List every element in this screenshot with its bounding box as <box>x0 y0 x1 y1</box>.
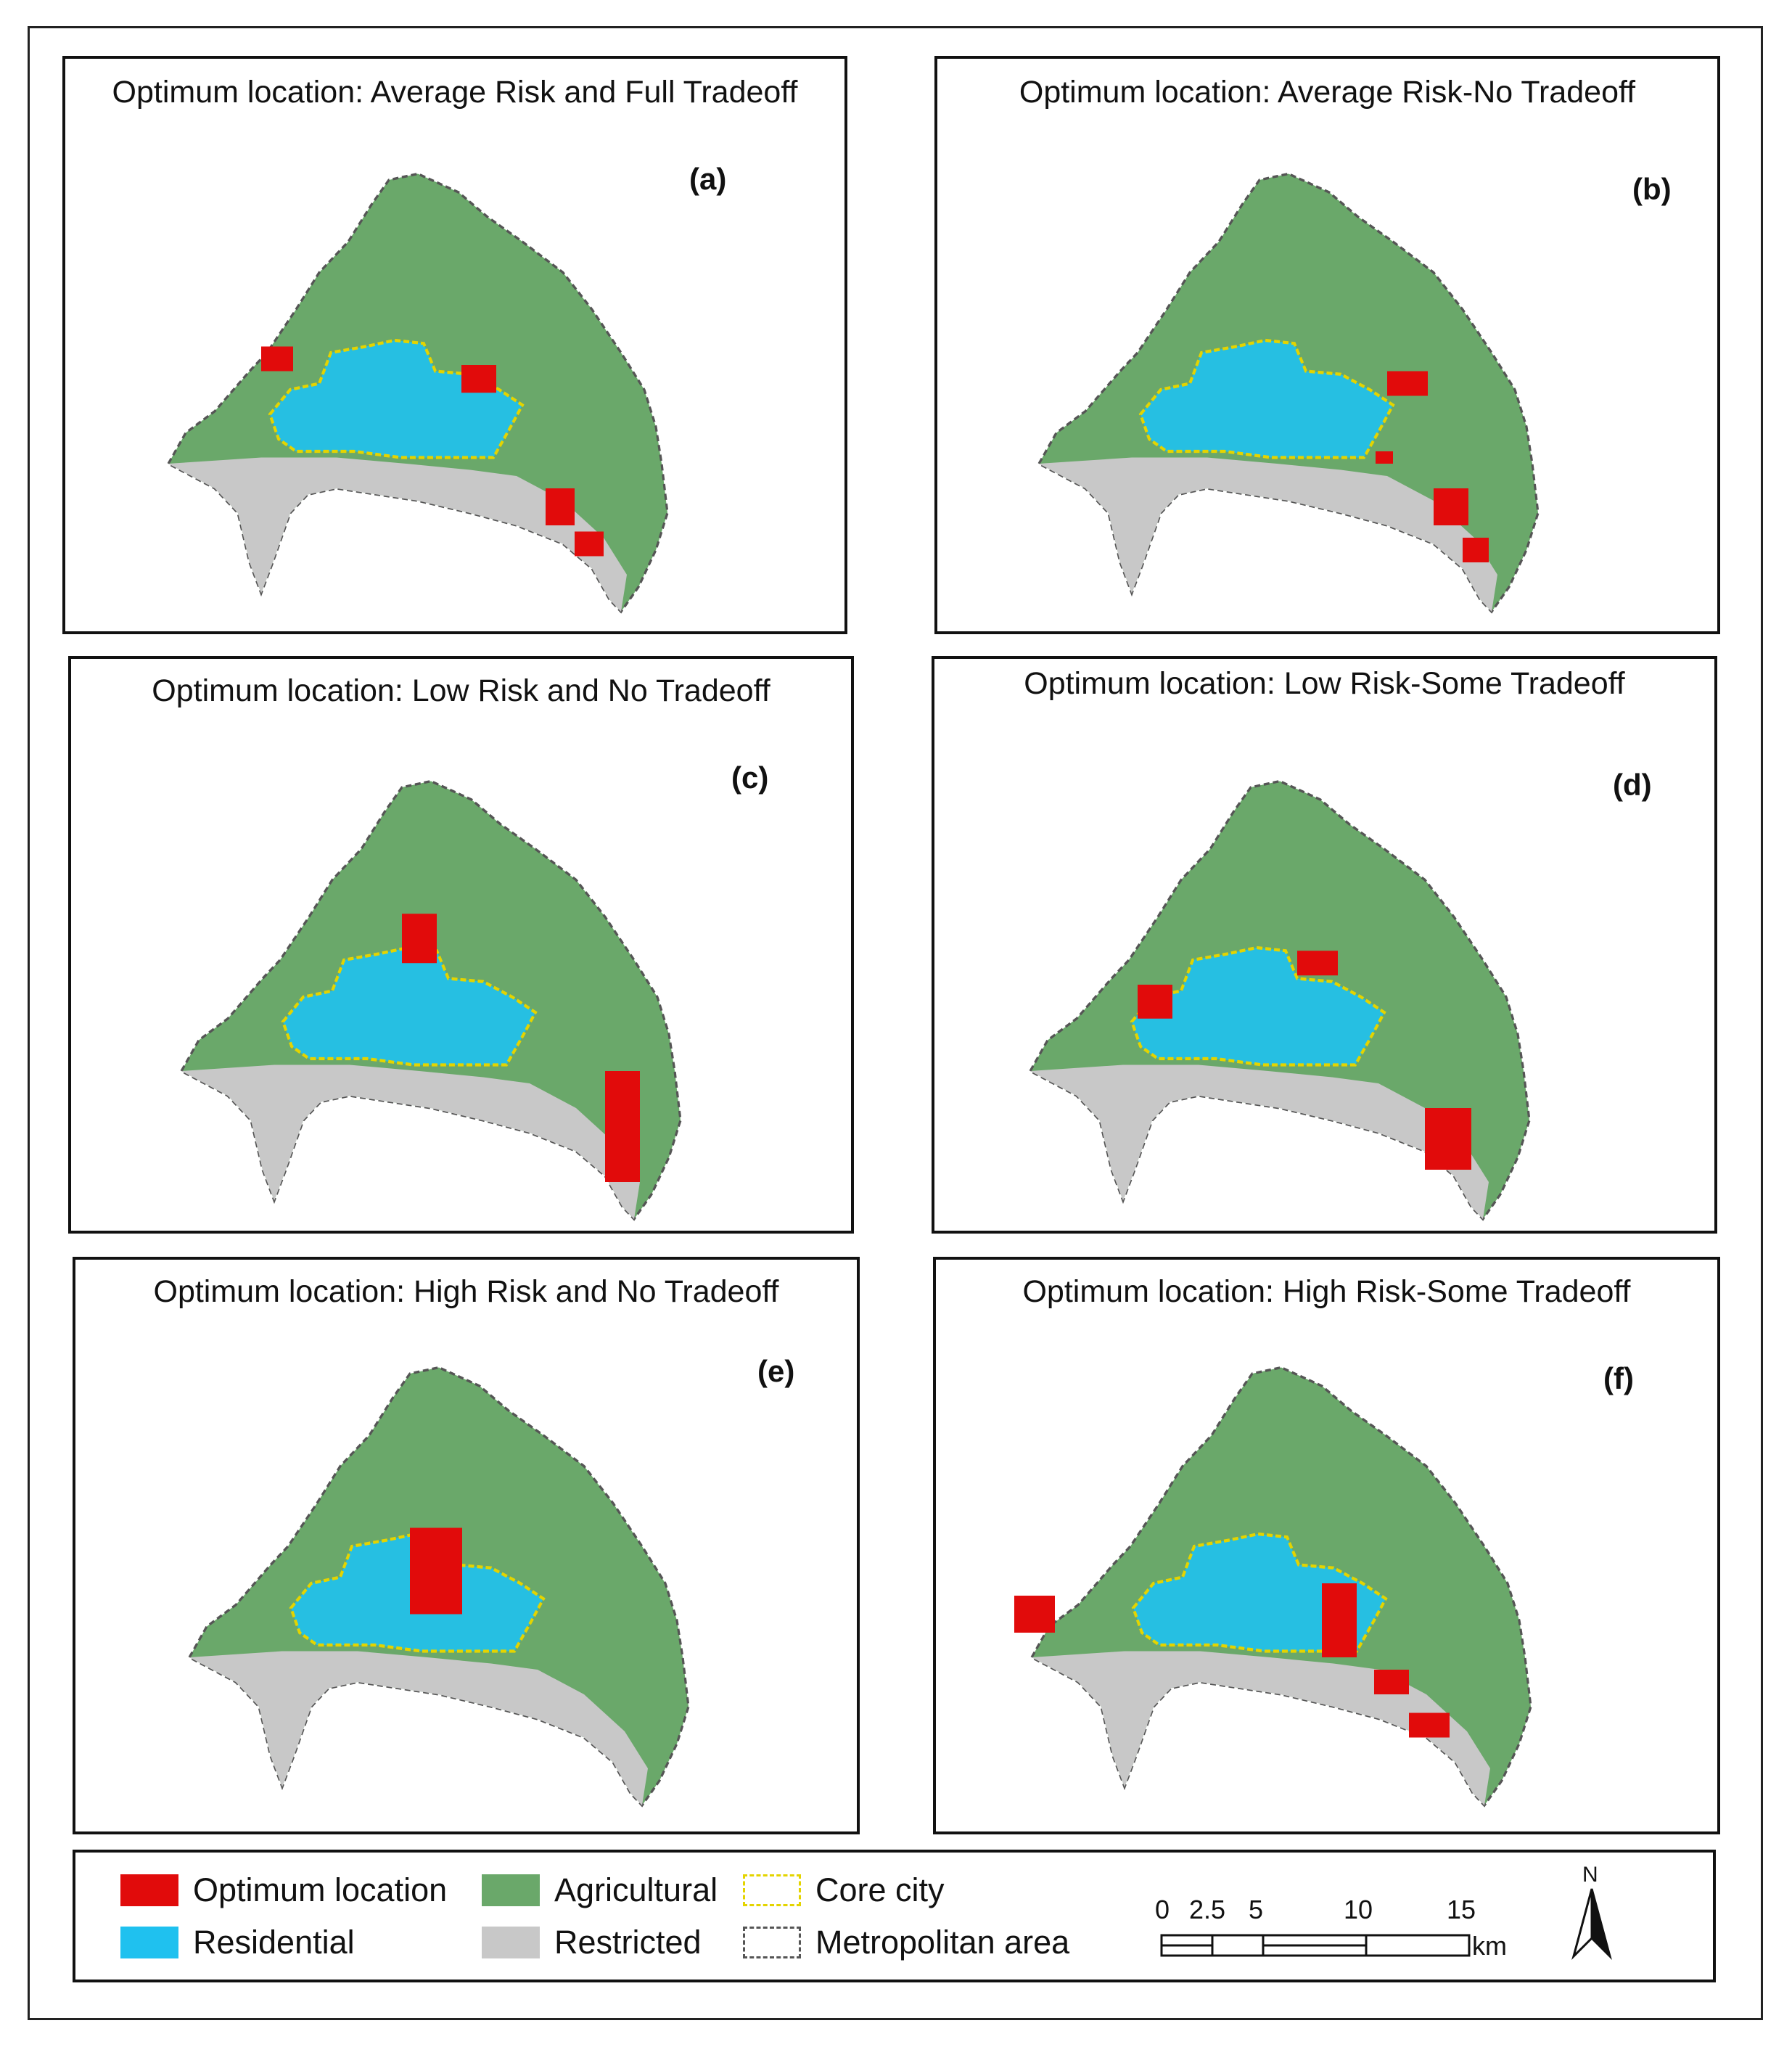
metro-map <box>187 1366 690 1808</box>
legend-label: Optimum location <box>193 1871 448 1908</box>
panel-letter: (d) <box>1613 768 1652 802</box>
panel-title: Optimum location: Average Risk and Full … <box>112 75 798 110</box>
panel-letter: (f) <box>1603 1361 1634 1395</box>
agricultural-swatch <box>482 1874 540 1906</box>
scale-tick-label: 0 <box>1155 1895 1170 1924</box>
residential-area <box>283 948 535 1065</box>
legend-item-core-city: Core city <box>743 1870 945 1911</box>
map-panel-f: Optimum location: High Risk-Some Tradeof… <box>933 1257 1720 1834</box>
core-city-boundary <box>289 1532 546 1653</box>
panel-letter: (e) <box>757 1354 795 1388</box>
optimum-swatch <box>120 1874 178 1906</box>
optimum-location-patch <box>1434 488 1468 525</box>
restricted-area <box>168 457 627 612</box>
optimum-location-patch <box>1425 1108 1471 1170</box>
core-city-boundary <box>268 338 525 459</box>
legend-item-residential: Residential <box>120 1922 355 1963</box>
scale-tick-label: 10 <box>1344 1895 1373 1924</box>
legend-label: Metropolitan area <box>815 1924 1070 1961</box>
metro-map <box>166 172 669 614</box>
scale-unit: km <box>1472 1931 1507 1961</box>
scale-tick-label: 15 <box>1447 1895 1476 1924</box>
north-arrow-icon <box>1571 1888 1612 1960</box>
metro-map <box>179 779 682 1221</box>
optimum-location-patch <box>546 488 575 525</box>
map-panel-e: Optimum location: High Risk and No Trade… <box>73 1257 860 1834</box>
map-layers <box>1028 779 1531 1221</box>
metro-map <box>1028 779 1531 1221</box>
legend-item-optimum: Optimum location <box>120 1870 447 1911</box>
optimum-location-patch <box>1014 1596 1055 1633</box>
residential-area <box>1140 340 1393 458</box>
map-panel-d: Optimum location: Low Risk-Some Tradeoff… <box>932 656 1717 1234</box>
legend-label: Agricultural <box>554 1871 718 1908</box>
panel-title: Optimum location: Average Risk-No Tradeo… <box>1019 75 1636 110</box>
legend-item-restricted: Restricted <box>482 1922 702 1963</box>
restricted-area <box>181 1064 640 1219</box>
core-city-swatch <box>743 1874 801 1906</box>
map-panel-b: Optimum location: Average Risk-No Tradeo… <box>934 56 1720 634</box>
optimum-location-patch <box>605 1071 640 1182</box>
optimum-location-patch <box>1463 538 1489 562</box>
optimum-location-patch <box>1322 1583 1357 1657</box>
core-city-boundary <box>281 945 538 1067</box>
optimum-location-patch <box>410 1527 462 1615</box>
optimum-location-patch <box>461 365 496 393</box>
metro-area-swatch <box>743 1927 801 1958</box>
map-layers <box>166 172 669 614</box>
residential-swatch <box>120 1927 178 1958</box>
panel-title: Optimum location: High Risk-Some Tradeof… <box>1022 1274 1631 1309</box>
optimum-location-patch <box>261 346 293 372</box>
optimum-location-patch <box>1387 371 1428 396</box>
panel-title: Optimum location: High Risk and No Trade… <box>153 1274 779 1309</box>
map-layers <box>1037 172 1540 614</box>
map-legend: Optimum location Residential Agricultura… <box>73 1850 1716 1982</box>
restricted-area <box>1030 1064 1489 1219</box>
legend-label: Restricted <box>554 1924 702 1961</box>
map-layers <box>179 779 682 1221</box>
metro-map <box>1014 1366 1532 1808</box>
scale-bar <box>1160 1934 1471 1957</box>
map-layers <box>1014 1366 1532 1808</box>
map-panel-a: Optimum location: Average Risk and Full … <box>62 56 847 634</box>
optimum-location-patch <box>575 531 604 557</box>
legend-label: Residential <box>193 1924 355 1961</box>
panel-letter: (b) <box>1632 172 1672 206</box>
restricted-area <box>189 1651 648 1805</box>
residential-area <box>270 340 522 458</box>
core-city-boundary <box>1138 338 1395 459</box>
map-layers <box>187 1366 690 1808</box>
optimum-location-patch <box>1297 951 1338 976</box>
figure-frame <box>28 26 1763 2020</box>
legend-item-agricultural: Agricultural <box>482 1870 718 1911</box>
legend-item-metro-area: Metropolitan area <box>743 1922 1069 1963</box>
north-label: N <box>1582 1863 1598 1887</box>
optimum-location-patch <box>402 914 437 964</box>
optimum-location-patch <box>1138 985 1172 1019</box>
legend-label: Core city <box>815 1871 945 1908</box>
metro-map <box>1037 172 1540 614</box>
core-city-boundary <box>1131 1532 1388 1653</box>
restricted-swatch <box>482 1927 540 1958</box>
panel-title: Optimum location: Low Risk-Some Tradeoff <box>1024 666 1625 701</box>
restricted-area <box>1039 457 1497 612</box>
scale-tick-label: 5 <box>1249 1895 1264 1924</box>
map-panel-c: Optimum location: Low Risk and No Tradeo… <box>68 656 854 1234</box>
panel-letter: (a) <box>689 162 727 196</box>
scale-tick-label: 2.5 <box>1189 1895 1226 1924</box>
panel-letter: (c) <box>731 760 769 795</box>
core-city-boundary <box>1130 945 1386 1067</box>
optimum-location-patch <box>1374 1670 1409 1694</box>
panel-title: Optimum location: Low Risk and No Tradeo… <box>152 673 770 708</box>
optimum-location-patch <box>1376 451 1393 464</box>
residential-area <box>1132 948 1384 1065</box>
optimum-location-patch <box>1409 1712 1450 1738</box>
